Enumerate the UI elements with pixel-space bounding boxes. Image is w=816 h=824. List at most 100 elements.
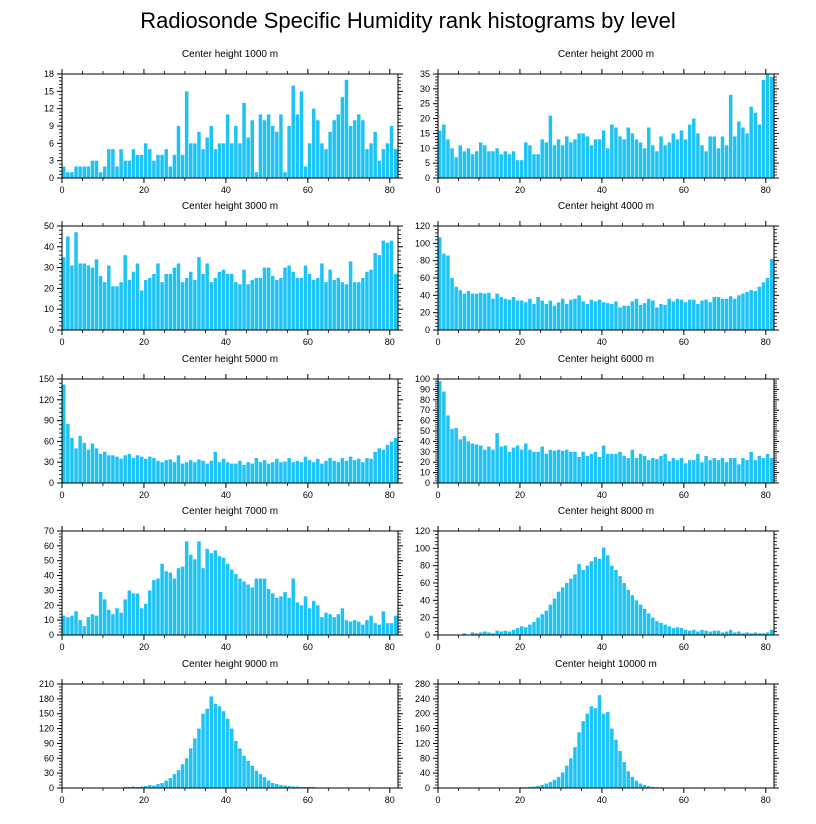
histogram-bar bbox=[82, 626, 86, 635]
histogram-bar bbox=[552, 145, 557, 178]
histogram-bar bbox=[107, 455, 111, 483]
histogram-bar bbox=[507, 451, 512, 483]
histogram-bar bbox=[262, 578, 267, 635]
histogram-bar bbox=[324, 149, 328, 178]
histogram-bar bbox=[634, 298, 639, 330]
histogram-bar bbox=[724, 145, 729, 178]
histogram-bar bbox=[172, 578, 177, 635]
histogram-bar bbox=[266, 588, 271, 635]
histogram-bar bbox=[225, 462, 230, 483]
histogram-bar bbox=[577, 295, 581, 330]
y-tick-label: 30 bbox=[44, 585, 54, 595]
histogram-bar bbox=[242, 581, 246, 635]
histogram-bar bbox=[577, 133, 581, 178]
histogram-bar bbox=[94, 259, 99, 330]
histogram-bar bbox=[160, 154, 164, 178]
y-tick-label: 20 bbox=[44, 600, 54, 610]
histogram-bar bbox=[184, 91, 189, 178]
histogram-bar bbox=[205, 263, 209, 330]
histogram-bar bbox=[573, 298, 577, 330]
histogram-bar bbox=[213, 278, 218, 330]
y-tick-label: 60 bbox=[420, 273, 430, 283]
y-tick-label: 80 bbox=[420, 395, 430, 405]
histogram-bar bbox=[470, 443, 475, 483]
histogram-bar bbox=[548, 300, 553, 330]
histogram-bar bbox=[454, 427, 458, 483]
histogram-bar bbox=[66, 236, 70, 330]
histogram-bar bbox=[728, 629, 733, 635]
histogram-bar bbox=[667, 461, 671, 483]
histogram-bar bbox=[503, 630, 508, 635]
histogram-bar bbox=[189, 554, 193, 635]
histogram-bar bbox=[749, 633, 753, 635]
histogram-bar bbox=[724, 462, 729, 483]
y-tick-label: 0 bbox=[425, 783, 430, 793]
histogram-bar bbox=[474, 633, 479, 635]
histogram-bar bbox=[474, 151, 479, 178]
histogram-bar bbox=[487, 632, 491, 635]
histogram-bar bbox=[622, 583, 626, 635]
histogram-bar bbox=[168, 166, 173, 178]
histogram-bar bbox=[230, 463, 234, 483]
histogram-panel-10: Center height 10000 m0408012016020024028… bbox=[415, 659, 779, 805]
histogram-bar bbox=[552, 450, 557, 483]
histogram-bar bbox=[90, 443, 95, 483]
histogram-bar bbox=[458, 439, 462, 483]
y-tick-label: 0 bbox=[49, 173, 54, 183]
histogram-bar bbox=[70, 172, 74, 178]
histogram-bar bbox=[164, 149, 168, 178]
histogram-bar bbox=[201, 149, 205, 178]
histogram-bar bbox=[618, 576, 622, 635]
histogram-bar bbox=[532, 786, 536, 788]
y-tick-label: 35 bbox=[420, 69, 430, 79]
histogram-bar bbox=[242, 755, 246, 788]
histogram-bar bbox=[622, 762, 626, 788]
histogram-bar bbox=[205, 463, 209, 483]
y-tick-label: 40 bbox=[420, 290, 430, 300]
histogram-bar bbox=[704, 630, 708, 635]
y-tick-label: 210 bbox=[39, 679, 54, 689]
histogram-bar bbox=[348, 126, 353, 178]
histogram-bar bbox=[593, 139, 598, 178]
x-tick-label: 60 bbox=[679, 337, 689, 347]
histogram-bar bbox=[275, 597, 279, 635]
histogram-bar bbox=[221, 458, 226, 483]
histogram-bar bbox=[115, 456, 119, 483]
histogram-bar bbox=[597, 457, 602, 483]
histogram-bar bbox=[532, 154, 536, 178]
histogram-bar bbox=[646, 127, 651, 178]
histogram-bar bbox=[601, 130, 606, 178]
histogram-bar bbox=[266, 114, 271, 178]
histogram-bar bbox=[381, 149, 386, 178]
histogram-bar bbox=[303, 596, 308, 635]
histogram-bar bbox=[659, 455, 663, 483]
histogram-bar bbox=[172, 462, 177, 483]
histogram-bar bbox=[720, 458, 725, 483]
histogram-bar bbox=[107, 609, 111, 635]
panel-title: Center height 4000 m bbox=[558, 201, 654, 212]
histogram-bar bbox=[270, 593, 275, 635]
histogram-bar bbox=[757, 124, 762, 178]
histogram-bar bbox=[655, 307, 659, 330]
histogram-bar bbox=[119, 149, 123, 178]
histogram-bar bbox=[708, 136, 712, 178]
histogram-bar bbox=[270, 783, 275, 788]
histogram-bar bbox=[528, 624, 532, 635]
histogram-bar bbox=[180, 764, 185, 788]
histogram-bar bbox=[708, 302, 712, 330]
histogram-bar bbox=[458, 290, 462, 330]
histogram-bar bbox=[111, 614, 115, 635]
histogram-bar bbox=[638, 604, 643, 635]
histogram-bar bbox=[74, 611, 78, 635]
histogram-bar bbox=[234, 282, 238, 330]
histogram-bar bbox=[217, 143, 222, 178]
histogram-bar bbox=[357, 621, 361, 635]
histogram-bar bbox=[86, 617, 91, 635]
histogram-bar bbox=[320, 143, 324, 178]
histogram-bar bbox=[642, 455, 647, 483]
x-tick-label: 40 bbox=[597, 337, 607, 347]
panel-title: Center height 9000 m bbox=[182, 659, 278, 670]
histogram-bar bbox=[197, 728, 201, 788]
histogram-bar bbox=[262, 460, 267, 483]
histogram-bar bbox=[634, 139, 639, 178]
